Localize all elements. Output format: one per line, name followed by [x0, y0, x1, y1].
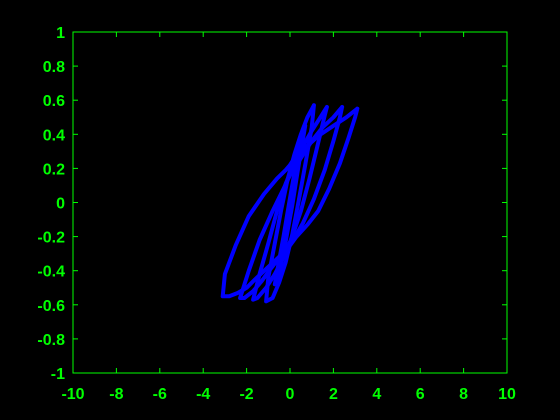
- y-tick-label: 0.6: [43, 93, 65, 110]
- x-tick-label: 8: [459, 386, 468, 403]
- x-tick-label: 2: [329, 386, 338, 403]
- y-tick-label: -0.6: [37, 298, 65, 315]
- y-tick-label: 0.8: [43, 59, 65, 76]
- y-tick-label: -0.2: [37, 230, 65, 247]
- x-tick-label: -6: [153, 386, 167, 403]
- ticks-layer: [72, 31, 508, 374]
- x-tick-label: 4: [372, 386, 381, 403]
- x-tick-label: -8: [109, 386, 123, 403]
- series-hysteresis: [220, 103, 360, 304]
- y-tick-label: 1: [56, 25, 65, 42]
- x-tick-label: 10: [498, 386, 516, 403]
- tick-labels-layer: -10 -8 -6 -4 -2 0 2 4 6 8 10 -1 -0.8 -0.6 -0.4 -0.2 0 0.2…: [37, 25, 516, 403]
- x-tick-label: 6: [416, 386, 425, 403]
- y-tick-label: -1: [51, 366, 65, 383]
- series-layer: [220, 103, 360, 304]
- x-tick-label: -4: [196, 386, 210, 403]
- y-tick-label: 0: [56, 196, 65, 213]
- series-loop-line: [272, 123, 308, 287]
- y-tick-label: 0.4: [43, 127, 65, 144]
- x-tick-label: 0: [286, 386, 295, 403]
- series-loop-line: [238, 105, 345, 300]
- y-tick-label: -0.8: [37, 332, 65, 349]
- x-tick-label: -2: [239, 386, 253, 403]
- y-tick-label: 0.2: [43, 161, 65, 178]
- x-tick-label: -10: [61, 386, 84, 403]
- y-tick-label: -0.4: [37, 264, 65, 281]
- series-loop-line: [264, 103, 316, 304]
